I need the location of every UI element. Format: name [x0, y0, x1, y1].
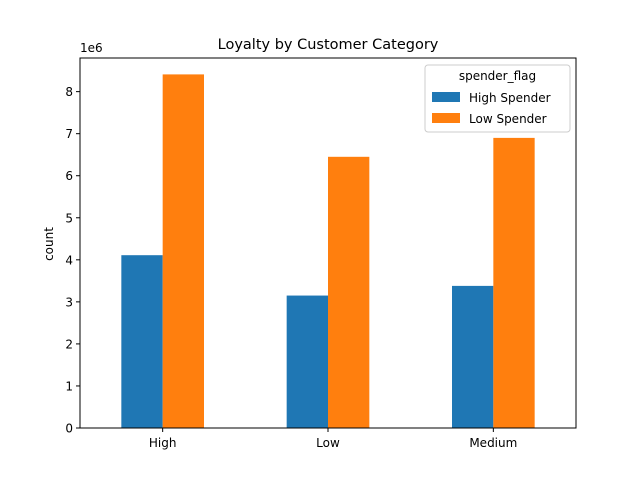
y-tick-label: 2	[65, 337, 73, 351]
legend: spender_flag High Spender Low Spender	[424, 64, 571, 133]
y-tick-label: 0	[65, 422, 73, 436]
legend-label-low-spender: Low Spender	[469, 112, 547, 126]
y-tick-label: 1	[65, 379, 73, 393]
bar-high-spender-low	[286, 295, 328, 428]
y-axis-label: count	[42, 227, 56, 261]
legend-swatch-high-spender	[432, 92, 460, 102]
x-tick-label: Medium	[469, 436, 517, 450]
y-tick-label: 6	[65, 169, 73, 183]
y-offset-label: 1e6	[80, 41, 103, 55]
chart-title: Loyalty by Customer Category	[218, 37, 439, 53]
plot-area	[121, 74, 535, 429]
legend-box	[424, 64, 571, 133]
y-tick-label: 8	[65, 85, 73, 99]
y-tick-label: 3	[65, 295, 73, 309]
x-tick-label: Low	[316, 436, 340, 450]
bar-low-spender-low	[328, 156, 370, 428]
legend-title: spender_flag	[459, 69, 536, 83]
x-tick-label: High	[149, 436, 177, 450]
y-tick-label: 5	[65, 211, 73, 225]
y-tick-label: 4	[65, 253, 73, 267]
bar-low-spender-high	[162, 74, 204, 428]
bar-high-spender-high	[121, 255, 163, 428]
bar-low-spender-medium	[493, 137, 535, 429]
y-tick-label: 7	[65, 127, 73, 141]
legend-swatch-low-spender	[432, 113, 460, 123]
legend-label-high-spender: High Spender	[469, 91, 551, 105]
bar-high-spender-medium	[452, 285, 494, 428]
